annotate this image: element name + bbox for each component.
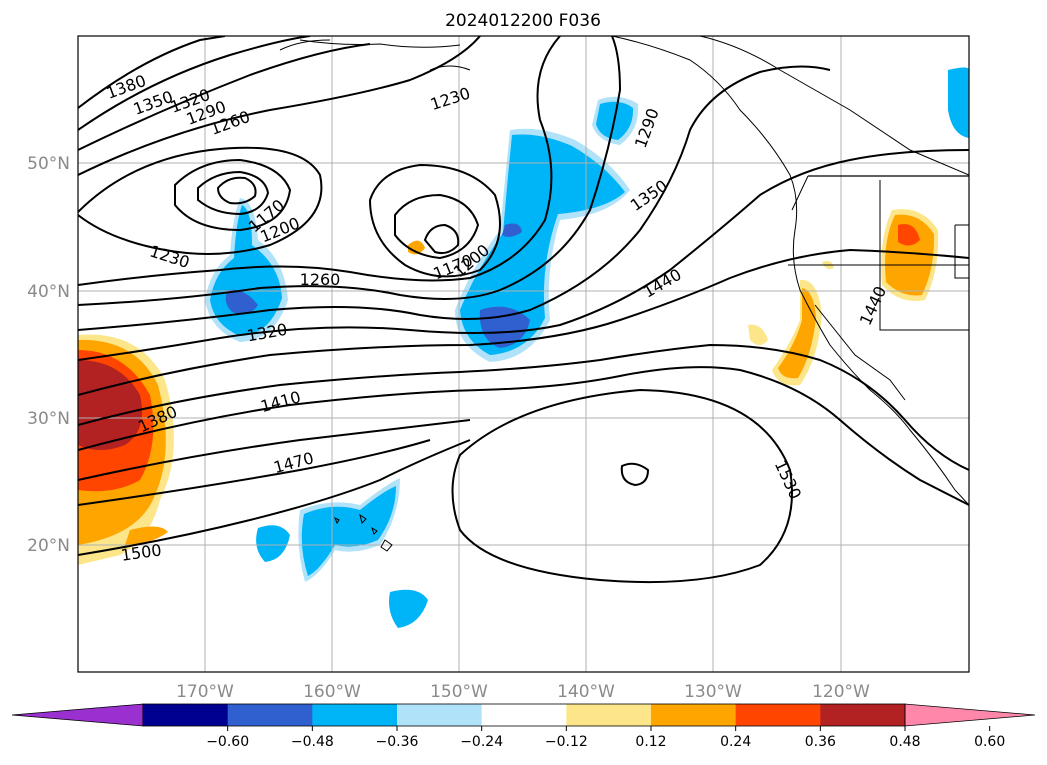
colorbar-tick-label: 0.60 [974,734,1005,750]
lon-tick-label: 120°W [812,682,870,702]
colorbar-segment [566,704,652,726]
colorbar-tick-label: 0.24 [720,734,751,750]
shade-warm-024-c [748,324,768,345]
colorbar-tick-label: 0.48 [889,734,920,750]
colorbar: −0.60 −0.48 −0.36 −0.24 −0.12 0.12 0.24 0.36 0.4… [11,703,1036,750]
colorbar-segment [735,704,821,726]
colorbar-frame [142,703,906,727]
lat-tick-label: 20°N [27,536,70,556]
colorbar-segment [312,704,398,726]
map-title: 2024012200 F036 [445,11,601,31]
lon-tick-label: 140°W [557,682,615,702]
shade-cold-024-f [389,589,428,628]
latitude-labels: 50°N 40°N 30°N 20°N [27,154,70,556]
colorbar-segment [820,704,906,726]
colorbar-tick-label: −0.60 [206,734,249,750]
shade-cold-036-c [502,223,522,237]
shade-warm-small [125,526,168,545]
map-plot-area: 1380 1350 1320 1290 1260 1230 1200 1170 … [78,36,969,672]
colorbar-tick-label: −0.48 [291,734,334,750]
coastlines [279,36,969,552]
shade-cold-024-e [256,525,290,562]
lat-tick-label: 50°N [27,154,70,174]
colorbar-tick-label: 0.36 [805,734,836,750]
colorbar-tick-label: 0.12 [635,734,666,750]
colorbar-segment [397,704,483,726]
graticule [78,36,969,672]
lon-tick-label: 160°W [303,682,361,702]
shade-cold-024-b [460,134,625,355]
map-frame [77,35,970,673]
colorbar-tick-label: −0.12 [545,734,588,750]
colorbar-tick-label: −0.24 [460,734,503,750]
lon-tick-label: 170°W [176,682,234,702]
colorbar-tick-label: −0.36 [376,734,419,750]
lat-tick-label: 40°N [27,282,70,302]
longitude-labels: 170°W 160°W 150°W 140°W 130°W 120°W [176,682,870,702]
lon-tick-label: 150°W [430,682,488,702]
shade-cold-036-a [225,289,258,314]
colorbar-segment [227,704,313,726]
shade-cold-024-d [301,486,396,576]
shade-cold-024-g [948,67,969,138]
lat-tick-label: 30°N [27,409,70,429]
height-contours [78,36,969,584]
colorbar-segment [143,704,229,726]
lon-tick-label: 130°W [684,682,742,702]
shade-warm-036-d [885,214,935,296]
contour-label: 1260 [300,270,341,289]
colorbar-segment [651,704,737,726]
shade-warm-048-d [898,224,920,246]
colorbar-extend-min [11,703,144,727]
colorbar-extend-max [904,703,1036,727]
colorbar-segment [481,704,567,726]
